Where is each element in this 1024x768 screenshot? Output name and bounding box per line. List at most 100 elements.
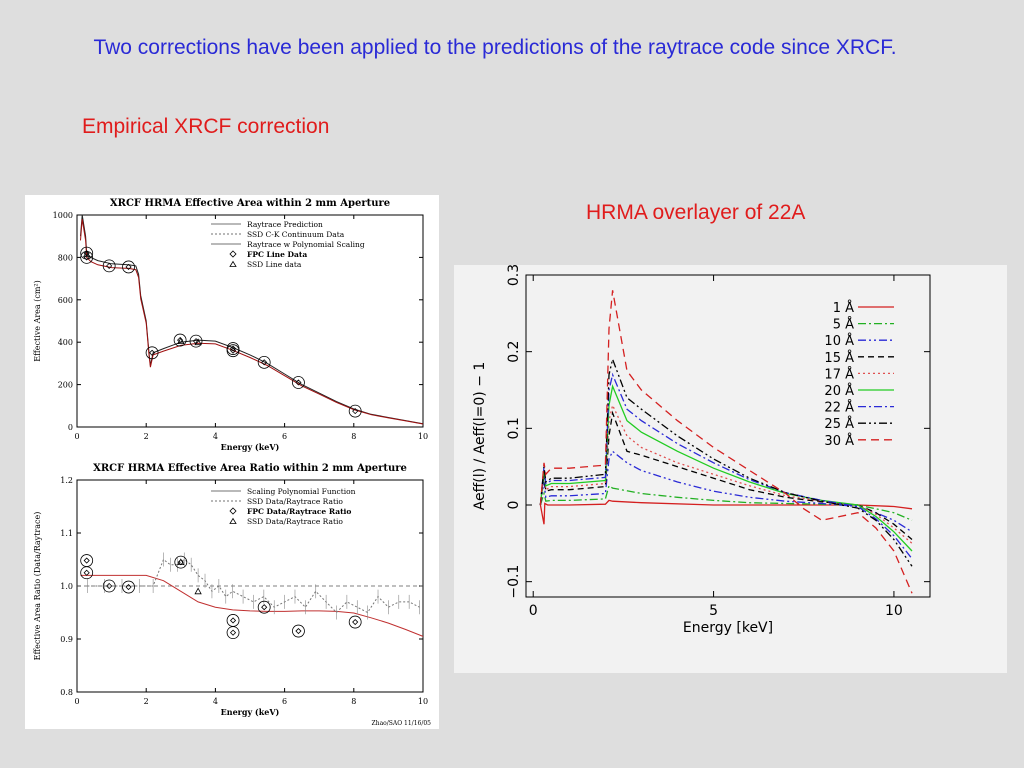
area-chart-ytick-label: 0	[68, 423, 73, 432]
ratio-chart-fpc-point-circle	[257, 600, 271, 614]
overlayer-chart-xlabel: Energy [keV]	[683, 620, 773, 636]
area-chart-xtick-label: 10	[418, 432, 428, 441]
overlayer-chart-svg: 0 5 10 −0.1 0 0.1 0.2 0.3 Energy [keV] Aeff(l) / …	[472, 265, 931, 636]
area-chart-fpc-point-circle	[145, 346, 159, 360]
ratio-chart-fpc-point	[229, 617, 237, 624]
overlayer-chart-xtick-label: 5	[709, 603, 718, 619]
area-chart-fpc-point	[149, 349, 156, 356]
ratio-chart-fpc-point	[352, 618, 359, 626]
area-chart-fpc-point	[125, 263, 132, 271]
ratio-chart-legend-label-ssd-data-raytrace-ratio: SSD Data/Raytrace Ratio	[247, 517, 343, 526]
area-chart-fpc-point	[83, 250, 90, 257]
ratio-chart-fpc-point-circle	[122, 580, 135, 594]
ratio-chart-series-ssd-data-raytrace-ratio	[87, 558, 420, 614]
area-chart-fpc-point	[229, 347, 237, 354]
area-chart-fpc-point-circle	[348, 404, 362, 418]
area-chart-ssd-point	[177, 337, 185, 345]
area-chart-xtick-label: 0	[74, 432, 79, 441]
ratio-chart-fpc-point	[125, 583, 132, 591]
overlayer-legend-label-30: 30 Å	[824, 433, 854, 449]
overlayer-chart-ytick-label: 0.2	[506, 341, 522, 363]
ratio-chart-ytick-label: 0.8	[60, 688, 73, 697]
overlayer-chart-series-5	[539, 484, 913, 521]
ratio-chart-title: XRCF HRMA Effective Area Ratio within 2 …	[93, 463, 407, 474]
area-chart-ytick-label: 200	[58, 381, 73, 390]
area-chart-series-raytrace-prediction	[80, 214, 424, 425]
ratio-chart-fpc-point-circle	[348, 615, 362, 629]
ratio-chart-fpc-point-circle	[292, 624, 305, 638]
area-chart-legend-label-fpc-line-data: FPC Line Data	[247, 250, 307, 259]
ratio-chart-legend-triangle	[229, 517, 237, 524]
area-chart-fpc-point	[261, 359, 268, 366]
area-chart-ytick-label: 400	[58, 338, 73, 347]
ratio-chart-annotation: Zhao/SAO 11/16/05	[372, 720, 432, 727]
overlayer-legend-label-15: 15 Å	[824, 350, 854, 366]
ratio-chart-ytick-label: 0.9	[60, 635, 73, 644]
area-chart-ssd-point	[194, 338, 202, 346]
overlayer-chart-series-30	[539, 290, 913, 594]
ratio-chart-fpc-point-circle	[226, 626, 240, 640]
area-chart-series-raytrace-w-polynomial-scaling	[80, 219, 424, 425]
overlayer-chart-xtick-label: 0	[529, 603, 538, 619]
ratio-chart-fpc-point	[261, 604, 268, 611]
left-chart-panel: XRCF HRMA Effective Area within 2 mm Ape…	[25, 195, 439, 729]
overlayer-chart-xtick-label: 10	[885, 603, 903, 619]
ratio-chart-ytick-label: 1.2	[60, 476, 73, 485]
area-chart-xtick-label: 8	[351, 432, 356, 441]
overlayer-legend-label-5: 5 Å	[833, 317, 854, 333]
ratio-chart-fpc-point-circle	[174, 555, 188, 569]
ratio-chart-fpc-point	[295, 627, 302, 635]
area-chart-legend-triangle	[229, 260, 237, 267]
area-chart-legend-diamond	[229, 250, 237, 258]
ratio-chart-ylabel: Effective Area Ratio (Data/Raytrace)	[33, 512, 42, 661]
overlayer-chart-series-22	[539, 372, 913, 560]
overlayer-legend-label-22: 22 Å	[824, 400, 854, 416]
area-chart-fpc-point-circle	[173, 333, 187, 347]
overlayer-chart-series-1	[539, 499, 913, 525]
overlayer-legend-label-1: 1 Å	[833, 300, 854, 316]
ratio-chart-fpc-point	[106, 582, 113, 590]
overlayer-chart-series-17	[539, 403, 913, 544]
area-chart-fpc-point-circle	[80, 246, 94, 260]
overlayer-chart-series-20	[539, 383, 913, 552]
area-chart-fpc-point	[295, 379, 302, 386]
overlayer-chart-ytick-label: −0.1	[506, 565, 522, 599]
ratio-chart-legend-label-ssd-data-raytrace-ratio: SSD Data/Raytrace Ratio	[247, 497, 343, 506]
area-chart-fpc-point-circle	[292, 376, 305, 389]
area-chart-xtick-label: 2	[144, 432, 149, 441]
ratio-chart-ssd-point	[194, 587, 202, 595]
overlayer-legend-label-25: 25 Å	[824, 416, 854, 432]
ratio-chart-fpc-point-circle	[102, 579, 116, 593]
area-chart-ytick-label: 600	[58, 296, 73, 305]
ratio-chart-xlabel: Energy (keV)	[221, 707, 280, 717]
ratio-chart-legend-label-scaling-polynomial-function: Scaling Polynomial Function	[247, 487, 356, 496]
area-chart-fpc-point-circle	[102, 259, 116, 273]
area-chart-ytick-label: 1000	[53, 211, 73, 220]
area-chart-title: XRCF HRMA Effective Area within 2 mm Ape…	[110, 198, 390, 209]
ratio-chart-ytick-label: 1.1	[60, 529, 73, 538]
slide-title: Two corrections have been applied to the…	[93, 36, 897, 59]
ratio-chart-legend-label-fpc-data-raytrace-ratio: FPC Data/Raytrace Ratio	[247, 507, 351, 516]
ratio-chart-xtick-label: 10	[418, 697, 428, 706]
subtitle-hrma-overlayer: HRMA overlayer of 22A	[586, 201, 806, 224]
overlayer-legend-label-10: 10 Å	[824, 333, 854, 349]
ratio-chart-xtick-label: 0	[74, 697, 79, 706]
ratio-chart-xtick-label: 8	[351, 697, 356, 706]
area-chart-fpc-point-circle	[257, 355, 271, 369]
ratio-chart-fpc-point-circle	[80, 554, 94, 567]
ratio-chart-xtick-label: 4	[213, 697, 218, 706]
area-chart-ylabel: Effective Area (cm²)	[33, 280, 42, 361]
area-chart-fpc-point-circle	[189, 334, 203, 348]
overlayer-chart-series-25	[539, 357, 913, 567]
overlayer-chart-ytick-label: 0.1	[506, 417, 522, 439]
ratio-chart-xtick-label: 2	[144, 697, 149, 706]
ratio-chart-fpc-point	[229, 629, 237, 636]
area-chart-fpc-point	[106, 262, 113, 269]
area-chart-legend-label-raytrace-prediction: Raytrace Prediction	[247, 220, 323, 229]
overlayer-legend-label-20: 20 Å	[824, 383, 854, 399]
subtitle-empirical-correction: Empirical XRCF correction	[82, 115, 330, 138]
right-chart-panel: 0 5 10 −0.1 0 0.1 0.2 0.3 Energy [keV] Aeff(l) / …	[454, 265, 1007, 673]
left-charts-svg: XRCF HRMA Effective Area within 2 mm Ape…	[33, 198, 432, 727]
overlayer-chart-ytick-label: 0.3	[506, 265, 522, 286]
overlayer-chart-ytick-label: 0	[506, 501, 522, 510]
